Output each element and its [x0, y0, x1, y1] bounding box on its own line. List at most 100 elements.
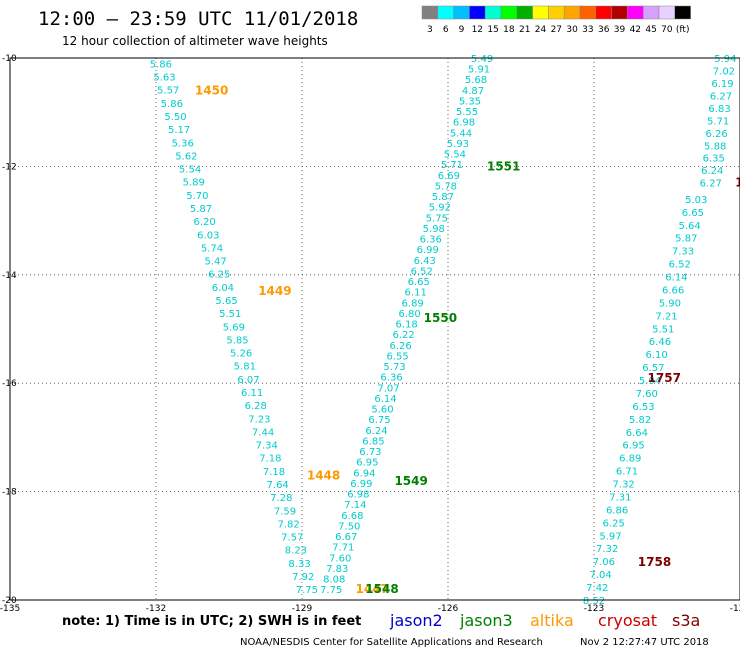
wave-height-value: 6.11 — [241, 388, 263, 399]
wave-height-value: 6.66 — [662, 285, 684, 296]
x-tick-label: -126 — [438, 604, 459, 614]
wave-height-value: 5.86 — [161, 99, 183, 110]
wave-height-value: 7.82 — [277, 519, 299, 530]
wave-height-value: 6.35 — [703, 154, 725, 165]
wave-height-value: 5.71 — [441, 160, 463, 171]
wave-height-value: 6.26 — [389, 341, 411, 352]
color-scale-label: 36 — [598, 25, 610, 35]
wave-height-value: 5.36 — [172, 138, 194, 149]
wave-height-value: 8.33 — [288, 559, 310, 570]
y-tick-label: -16 — [2, 379, 17, 389]
wave-height-value: 5.54 — [179, 165, 201, 176]
wave-height-value: 7.18 — [259, 454, 281, 465]
wave-height-value: 5.26 — [230, 349, 252, 360]
wave-height-value: 5.50 — [164, 112, 186, 123]
wave-height-value: 6.98 — [453, 118, 475, 129]
color-scale-label: 27 — [551, 25, 562, 35]
color-swatch — [674, 5, 691, 20]
wave-height-value: 6.24 — [365, 426, 387, 437]
wave-height-value: 6.95 — [356, 458, 378, 469]
color-scale-label: 12 — [472, 25, 483, 35]
wave-height-value: 6.68 — [341, 511, 363, 522]
wave-height-value: 6.64 — [626, 428, 648, 439]
color-swatch — [548, 5, 565, 20]
y-tick-label: -12 — [2, 162, 17, 172]
color-swatch — [484, 5, 502, 20]
wave-height-value: 6.20 — [194, 217, 216, 228]
wave-height-value: 7.50 — [338, 521, 360, 532]
wave-height-value: 7.32 — [613, 480, 635, 491]
wave-height-value: 5.98 — [423, 224, 445, 235]
wave-height-value: 6.65 — [408, 277, 430, 288]
wave-height-value: 6.85 — [362, 436, 384, 447]
wave-height-value: 7.44 — [252, 427, 274, 438]
x-tick-label: -135 — [0, 604, 20, 614]
wave-height-value: 6.19 — [711, 79, 733, 90]
color-scale-label: 21 — [519, 25, 530, 35]
wave-height-value: 5.70 — [186, 191, 208, 202]
wave-height-value: 6.24 — [701, 166, 723, 177]
wave-height-value: 5.35 — [459, 96, 481, 107]
wave-height-value: 7.33 — [672, 247, 694, 258]
wave-height-value: 6.73 — [359, 447, 381, 458]
wave-height-value: 8.23 — [285, 546, 307, 557]
wave-height-value: 6.52 — [411, 266, 433, 277]
pass-time-label: 1757 — [648, 371, 681, 385]
y-tick-label: -14 — [2, 271, 17, 281]
wave-height-value: 6.75 — [368, 415, 390, 426]
wave-height-value: 5.85 — [226, 335, 248, 346]
color-scale-label: 42 — [630, 25, 641, 35]
wave-height-value: 7.42 — [586, 583, 608, 594]
mission-label-jason3: jason3 — [459, 611, 513, 630]
color-swatch — [627, 5, 644, 20]
pass-time-label: 1447 — [356, 582, 389, 596]
wave-height-value: 6.14 — [665, 273, 687, 284]
wave-height-value: 6.94 — [353, 468, 375, 479]
wave-height-value: 5.87 — [432, 192, 454, 203]
wave-height-value: 7.57 — [281, 533, 303, 544]
wave-height-value: 7.75 — [296, 585, 318, 596]
wave-height-value: 8.52 — [583, 596, 605, 607]
wave-height-value: 5.71 — [707, 116, 729, 127]
wave-height-value: 6.55 — [386, 351, 408, 362]
wave-height-value: 6.10 — [646, 350, 668, 361]
wave-height-value: 7.71 — [332, 543, 354, 554]
wave-height-value: 5.75 — [426, 213, 448, 224]
x-tick-label: -123 — [584, 604, 604, 614]
pass-time-label: 1448 — [307, 468, 340, 482]
color-scale-label: 9 — [459, 25, 465, 35]
wave-height-value: 5.82 — [629, 415, 651, 426]
wave-height-value: 5.87 — [190, 204, 212, 215]
color-swatch — [532, 5, 549, 20]
color-swatch — [563, 5, 581, 20]
pass-time-label: 1551 — [487, 159, 520, 173]
wave-height-value: 7.83 — [326, 564, 348, 575]
wave-height-value: 7.92 — [292, 572, 314, 583]
wave-height-value: 5.86 — [150, 59, 172, 70]
wave-height-value: 7.23 — [248, 414, 270, 425]
color-scale-label: 18 — [503, 25, 515, 35]
x-tick-label: -120 — [730, 604, 740, 614]
map-grid — [10, 58, 740, 600]
wave-height-value: 6.69 — [438, 171, 460, 182]
wave-height-value: 6.98 — [347, 490, 369, 501]
wave-height-value: 7.21 — [655, 311, 677, 322]
color-scale-label: 6 — [443, 25, 449, 35]
color-scale-label: 39 — [614, 25, 626, 35]
wave-height-value: 5.63 — [153, 73, 175, 84]
wave-height-value: 5.44 — [450, 128, 472, 139]
wave-height-value: 6.52 — [669, 260, 691, 271]
wave-height-value: 5.68 — [465, 75, 487, 86]
wave-height-value: 5.54 — [444, 150, 466, 161]
x-tick-label: -129 — [292, 604, 313, 614]
wave-height-value: 5.03 — [685, 195, 707, 206]
credit-line: NOAA/NESDIS Center for Satellite Applica… — [240, 637, 543, 648]
wave-height-value: 7.04 — [589, 570, 611, 581]
color-swatch — [421, 5, 439, 20]
wave-height-value: 5.51 — [219, 309, 241, 320]
wave-height-value: 6.03 — [197, 230, 219, 241]
wave-height-value: 4.87 — [462, 86, 484, 97]
color-scale-label: 70 — [661, 25, 673, 35]
axis-tick-labels: -135 -132 -129 -126 -123 -120 -10 -12 -14 -16 -18 -… — [0, 54, 740, 614]
color-swatch — [579, 5, 597, 20]
